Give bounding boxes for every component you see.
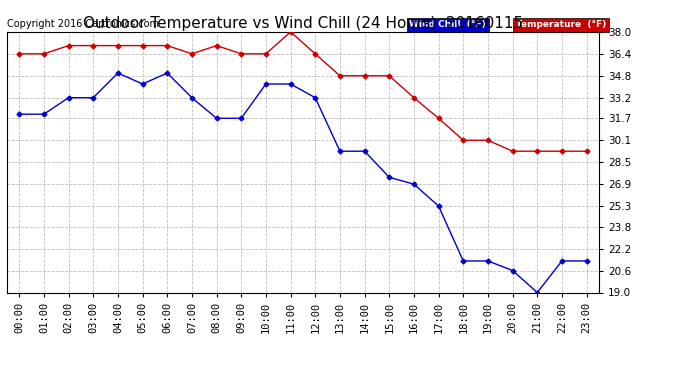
- Text: Wind Chill  (°F): Wind Chill (°F): [409, 20, 486, 29]
- Text: Copyright 2016 Cartronics.com: Copyright 2016 Cartronics.com: [7, 19, 159, 29]
- Title: Outdoor Temperature vs Wind Chill (24 Hours)  20160115: Outdoor Temperature vs Wind Chill (24 Ho…: [83, 16, 523, 31]
- Text: Temperature  (°F): Temperature (°F): [516, 20, 607, 29]
